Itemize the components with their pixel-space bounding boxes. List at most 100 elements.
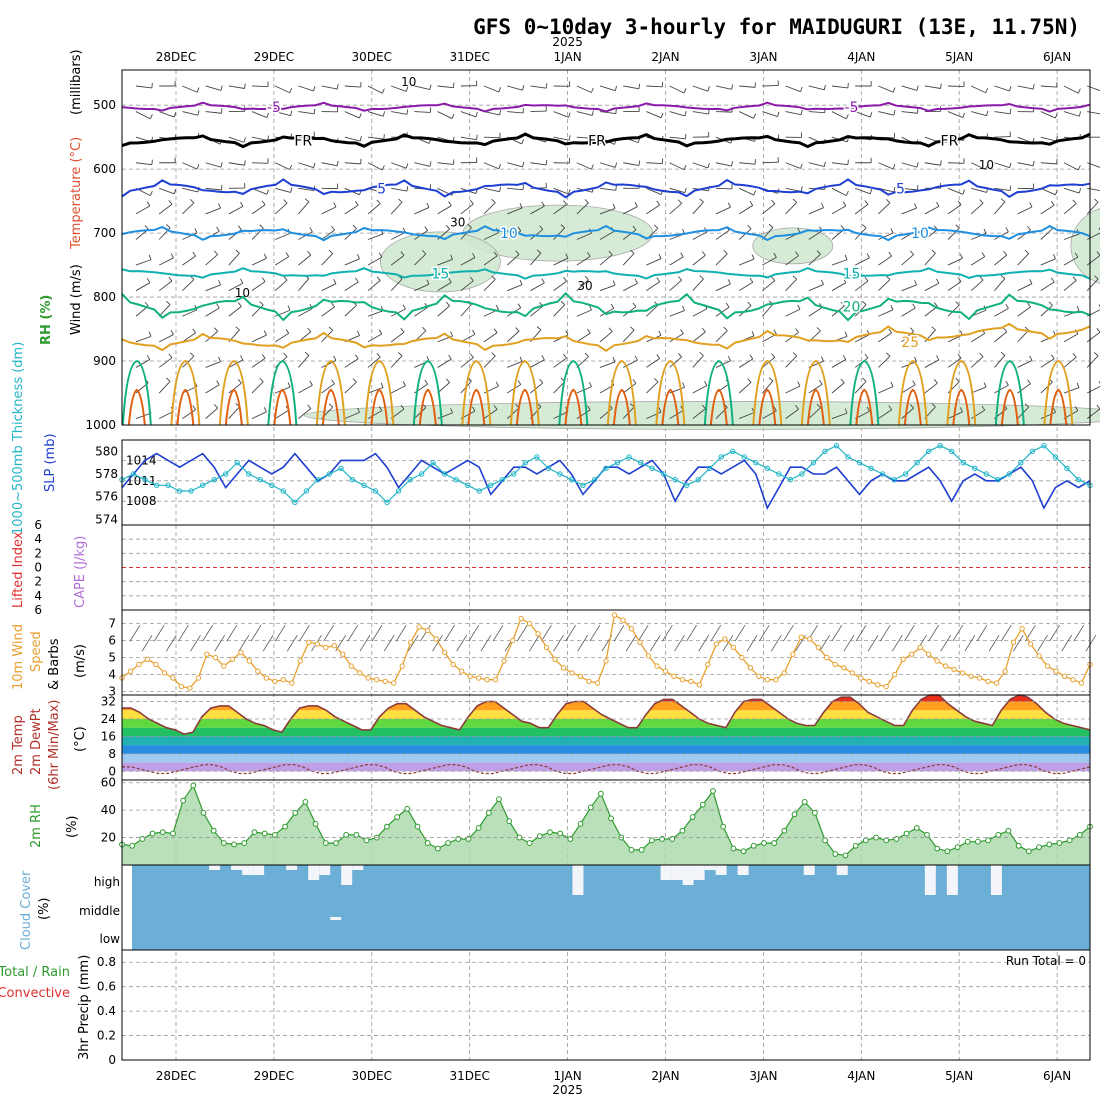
upper-wind-barb-flag xyxy=(821,356,824,362)
rh2m-point xyxy=(1066,837,1073,844)
thickness-point xyxy=(822,448,828,455)
temp-tick-label: 16 xyxy=(101,729,116,743)
upper-wind-barb-flag xyxy=(467,224,472,228)
upper-wind-barb-flag xyxy=(218,280,221,286)
upper-wind-barb-flag xyxy=(591,164,594,170)
surface-wind-barb xyxy=(819,634,831,652)
upper-wind-barb xyxy=(599,284,616,292)
pressure-tick-label: 500 xyxy=(93,98,116,112)
upper-wind-barb xyxy=(854,381,867,394)
upper-wind-barb xyxy=(715,206,731,215)
wind-speed-point xyxy=(280,677,287,683)
wind-speed-point xyxy=(450,661,456,668)
surface-wind-barb xyxy=(178,624,189,642)
thickness-point xyxy=(1075,476,1082,483)
bottom-date-label: 31DEC xyxy=(449,1069,489,1083)
thickness-point xyxy=(891,476,897,483)
temp-y-label-a: 2m Temp xyxy=(11,715,26,775)
upper-wind-barb-flag xyxy=(1051,277,1055,283)
upper-wind-barb-flag xyxy=(1072,276,1077,281)
upper-wind-barb xyxy=(135,282,151,292)
upper-wind-barb-flag xyxy=(519,203,523,209)
upper-wind-barb xyxy=(414,111,431,113)
wind-speed-point xyxy=(849,670,855,676)
upper-wind-barb xyxy=(228,306,242,317)
surface-wind-barb xyxy=(577,634,589,652)
upper-wind-barb xyxy=(1086,408,1100,419)
upper-wind-barb-flag xyxy=(148,331,152,337)
upper-wind-barb xyxy=(623,162,640,166)
wind-speed-point xyxy=(696,682,703,688)
upper-wind-barb xyxy=(228,282,244,292)
upper-wind-barb-flag xyxy=(816,403,821,409)
upper-wind-barb-flag xyxy=(517,303,522,309)
thickness-point xyxy=(787,476,794,483)
upper-wind-barb xyxy=(738,281,754,292)
upper-wind-barb-flag xyxy=(381,88,385,94)
surface-wind-barb xyxy=(976,624,988,642)
thickness-point xyxy=(199,482,206,489)
upper-wind-barb-flag xyxy=(196,87,200,93)
upper-wind-barb-flag xyxy=(683,88,687,94)
surface-wind-barb xyxy=(407,634,419,652)
upper-wind-barb xyxy=(762,256,777,266)
upper-wind-barb-flag xyxy=(792,275,798,280)
thickness-point xyxy=(1029,448,1036,455)
thickness-point xyxy=(303,488,310,494)
upper-wind-barb-flag xyxy=(422,326,427,332)
cloud-high-gap xyxy=(715,865,727,875)
upper-wind-barb xyxy=(739,85,756,88)
upper-wind-barb xyxy=(553,111,569,118)
upper-wind-barb-flag xyxy=(216,380,220,386)
surface-wind-barb xyxy=(1025,624,1036,642)
upper-wind-barb-flag xyxy=(862,377,867,382)
upper-wind-barb-flag xyxy=(634,202,638,207)
upper-wind-barb xyxy=(437,358,452,368)
upper-wind-barb-flag xyxy=(587,405,591,411)
upper-y-label-part: Wind (m/s) xyxy=(69,264,84,335)
upper-wind-barb-flag xyxy=(448,354,452,360)
upper-wind-barb xyxy=(228,162,245,166)
upper-wind-barb xyxy=(669,187,686,194)
upper-wind-barb xyxy=(785,385,801,394)
wind-speed-point xyxy=(348,663,354,669)
cape-tick-label: 6 xyxy=(34,603,42,617)
upper-wind-barb-flag xyxy=(940,83,942,89)
wind-speed-point xyxy=(713,641,720,647)
wind-speed-point xyxy=(900,656,906,662)
rh2m-point xyxy=(1015,842,1022,849)
upper-wind-barb xyxy=(344,305,357,317)
upper-wind-barb xyxy=(274,409,290,419)
upper-wind-barb xyxy=(135,359,151,368)
upper-wind-barb-flag xyxy=(450,331,453,337)
upper-wind-barb xyxy=(251,381,264,394)
surface-wind-barb xyxy=(190,634,201,652)
upper-wind-barb xyxy=(321,229,335,240)
wind-speed-point xyxy=(892,671,898,678)
surface-wind-barb xyxy=(129,624,141,642)
wind-speed-point xyxy=(289,680,295,686)
surface-hot-contour xyxy=(709,388,728,426)
upper-wind-barb-flag xyxy=(333,355,337,361)
upper-wind-barb xyxy=(251,357,266,368)
surface-temperature-contour xyxy=(897,359,928,426)
upper-wind-barb-flag xyxy=(864,276,869,282)
upper-wind-barb xyxy=(205,361,221,368)
upper-wind-barb-flag xyxy=(266,189,269,195)
upper-wind-barb-flag xyxy=(313,108,316,114)
upper-wind-barb xyxy=(831,359,847,368)
upper-wind-barb-flag xyxy=(959,253,963,259)
thickness-point xyxy=(925,448,932,455)
wind-speed-point xyxy=(391,680,397,686)
upper-wind-barb-flag xyxy=(472,329,476,335)
isotherm-FR xyxy=(121,132,1091,149)
upper-wind-barb xyxy=(785,111,802,116)
upper-wind-barb-flag xyxy=(304,198,310,203)
upper-wind-barb-flag xyxy=(914,280,917,286)
upper-wind-barb-flag xyxy=(701,404,706,410)
thickness-point xyxy=(372,488,379,494)
wind-tick-label: 7 xyxy=(108,617,116,631)
rh2m-point xyxy=(353,831,360,838)
upper-wind-barb xyxy=(553,381,566,394)
rh-contour-label: 10 xyxy=(979,158,994,172)
